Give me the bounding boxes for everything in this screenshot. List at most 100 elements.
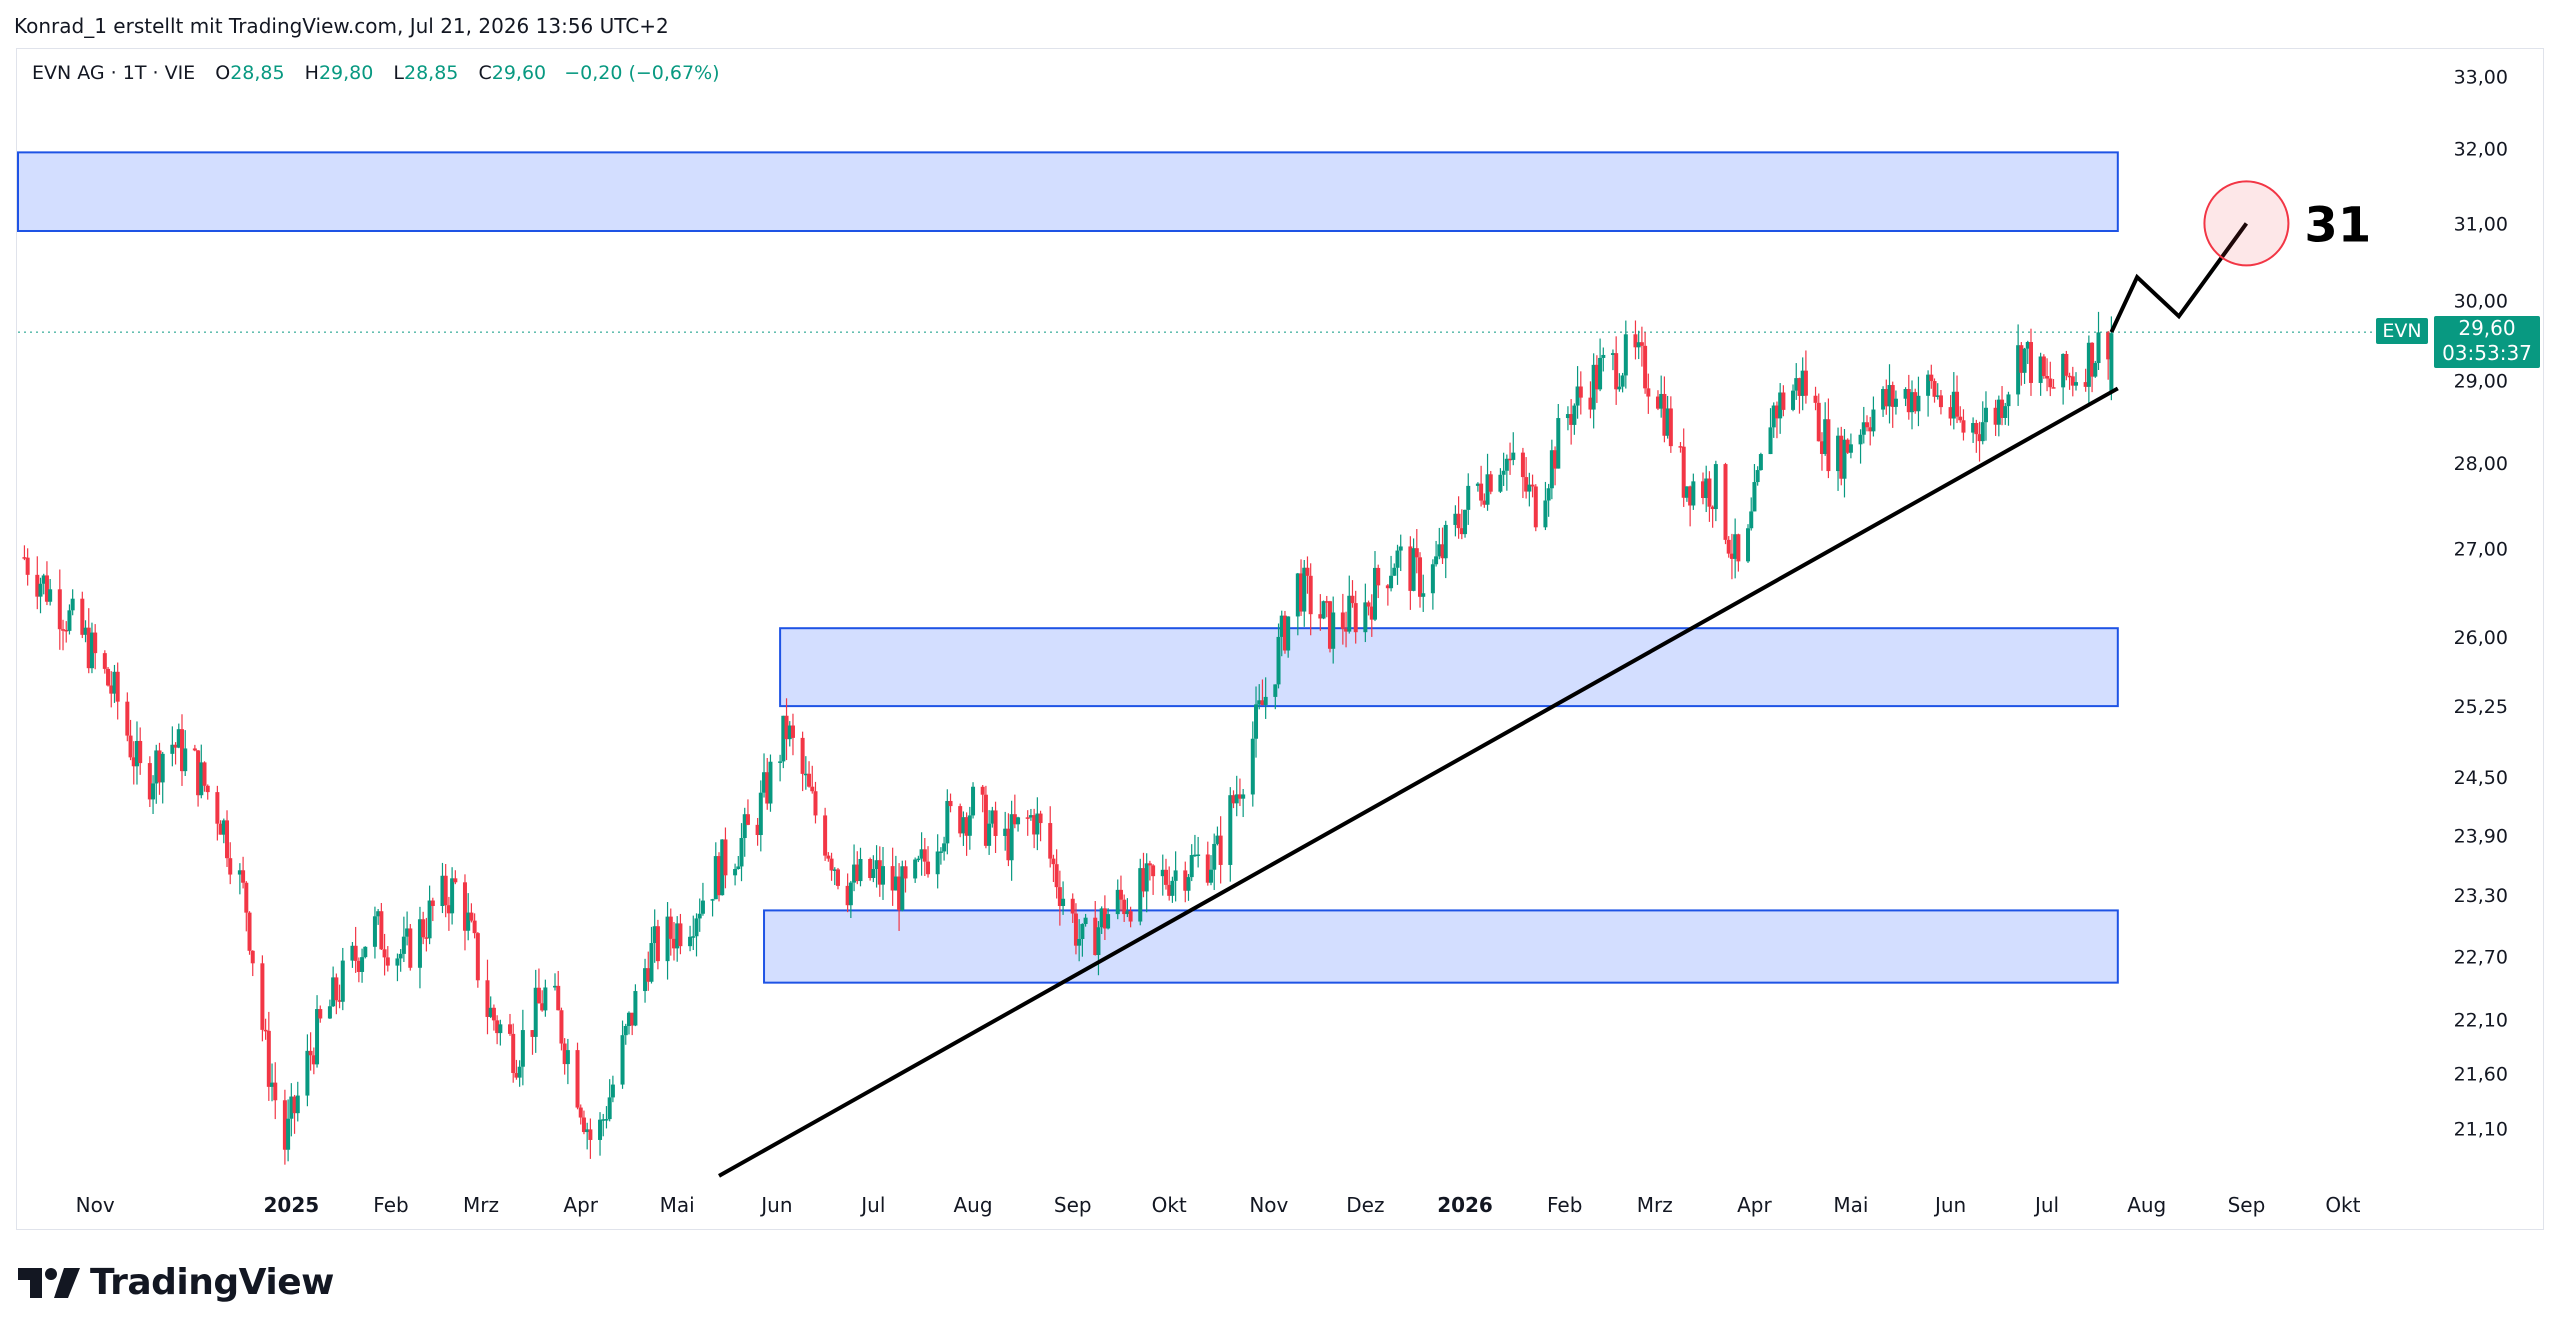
candle-body (1308, 575, 1313, 615)
candle-body (1324, 601, 1329, 603)
candle-body (897, 876, 902, 911)
candle-body (1192, 854, 1197, 857)
candle-body (1791, 390, 1796, 410)
candle-body (286, 1118, 291, 1150)
candle-body (1057, 887, 1062, 906)
x-tick-label: Sep (1054, 1193, 1092, 1217)
candle-body (1012, 814, 1017, 825)
x-tick-label: Sep (2228, 1193, 2266, 1217)
y-tick-label: 23,90 (2454, 825, 2508, 847)
projection-path[interactable] (2109, 222, 2249, 333)
candle-body (585, 1129, 590, 1133)
y-tick-label: 33,00 (2454, 66, 2508, 88)
candle-body (2086, 342, 2091, 387)
candle-body (935, 851, 940, 875)
legend-close: 29,60 (491, 62, 547, 84)
candle-body (649, 943, 654, 982)
candle-body (1173, 870, 1178, 881)
candle-body (948, 800, 953, 807)
x-tick-label: Aug (954, 1193, 993, 1217)
time-axis: Nov 2025 Feb Mrz Apr Mai Jun Jul Aug Sep Okt Nov Dez… (76, 1193, 2361, 1217)
support-resistance-zone[interactable] (779, 627, 2119, 708)
y-tick-label: 23,30 (2454, 885, 2508, 907)
candle-body (1237, 794, 1242, 799)
candle-body (1646, 388, 1651, 397)
candle-body (565, 1050, 570, 1065)
candle-body (1260, 700, 1265, 705)
candle-body (1160, 869, 1165, 877)
candle-body (1340, 612, 1345, 629)
tradingview-logo[interactable]: TradingView (18, 1262, 334, 1303)
candle-body (382, 949, 387, 958)
candle-body (225, 820, 230, 859)
candle-body (1971, 423, 1976, 433)
candle-body (1575, 386, 1580, 406)
y-tick-label: 21,60 (2454, 1063, 2508, 1085)
candle-body (1128, 911, 1133, 922)
candle-body (1212, 843, 1217, 870)
candle-body (83, 627, 88, 635)
x-tick-label: Mai (1833, 1193, 1868, 1217)
candle-body (1167, 884, 1172, 896)
candle-body (266, 1030, 271, 1087)
candle-body (1816, 402, 1821, 442)
candle-body (900, 866, 905, 911)
candle-body (758, 792, 763, 836)
candle-body (1504, 458, 1509, 471)
x-tick-label: Mrz (1637, 1193, 1673, 1217)
legend-open: 28,85 (230, 62, 285, 84)
candle-body (1299, 573, 1304, 612)
candle-body (967, 815, 972, 836)
candle-body (1163, 869, 1168, 885)
candle-body (44, 575, 49, 602)
price-axis: 33,00 32,00 31,00 30,00 29,00 28,00 27,00 26,00… (2454, 66, 2508, 1140)
candle-body (787, 725, 792, 740)
candle-body (1144, 863, 1149, 892)
candle-body (961, 817, 966, 834)
target-circle[interactable] (2203, 180, 2290, 267)
candle-body (1411, 548, 1416, 591)
candle-body (67, 610, 72, 631)
candle-body (652, 926, 657, 944)
candle-body (138, 740, 143, 764)
zones (17, 151, 2119, 984)
x-tick-label: Okt (2325, 1193, 2360, 1217)
candle-body (196, 750, 201, 796)
candle-body (855, 864, 860, 882)
candle-body (2038, 356, 2043, 383)
candle-body (2045, 376, 2050, 379)
candle-body (1948, 407, 1953, 419)
candle-body (1636, 342, 1641, 348)
candle-body (1189, 855, 1194, 878)
candle-body (1951, 391, 1956, 419)
candle-body (694, 918, 699, 937)
candle-body (1408, 546, 1413, 591)
candle-body (810, 786, 815, 792)
candle-body (202, 762, 207, 786)
support-resistance-zone[interactable] (763, 909, 2119, 984)
candle-body (160, 753, 165, 783)
candle-body (832, 869, 837, 871)
candle-body (1456, 513, 1461, 529)
candle-body (858, 858, 863, 882)
candle-body (1958, 416, 1963, 421)
candle-body (1993, 407, 1998, 425)
candle-body (1781, 392, 1786, 410)
candle-body (1845, 439, 1850, 453)
candle-body (360, 957, 365, 972)
candle-body (1035, 813, 1040, 835)
candle-body (1665, 408, 1670, 436)
chart-frame[interactable] (16, 48, 2544, 1230)
candle-body (2074, 382, 2079, 386)
legend-symbol[interactable]: EVN AG · 1T · VIE (32, 62, 196, 84)
candle-body (466, 912, 471, 931)
candle-body (2000, 399, 2005, 418)
candle-body (2041, 356, 2046, 377)
trendline[interactable] (718, 386, 2119, 1178)
candle-body (102, 653, 107, 669)
candle-body (1707, 478, 1712, 507)
candle-body (723, 839, 728, 876)
candle-body (533, 987, 538, 1037)
support-resistance-zone[interactable] (17, 151, 2119, 232)
